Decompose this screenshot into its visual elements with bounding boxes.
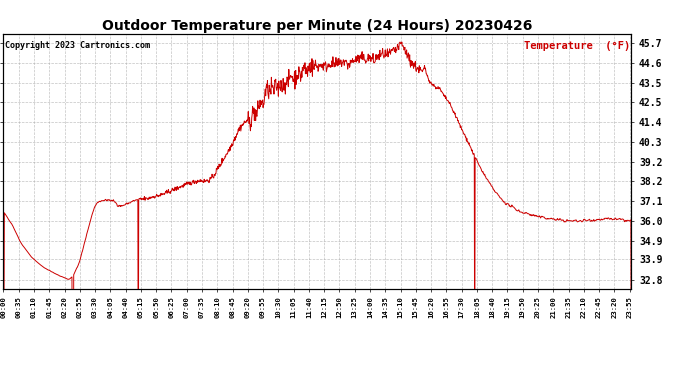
- Title: Outdoor Temperature per Minute (24 Hours) 20230426: Outdoor Temperature per Minute (24 Hours…: [102, 19, 533, 33]
- Text: Copyright 2023 Cartronics.com: Copyright 2023 Cartronics.com: [5, 41, 150, 50]
- Text: Temperature  (°F): Temperature (°F): [524, 41, 630, 51]
